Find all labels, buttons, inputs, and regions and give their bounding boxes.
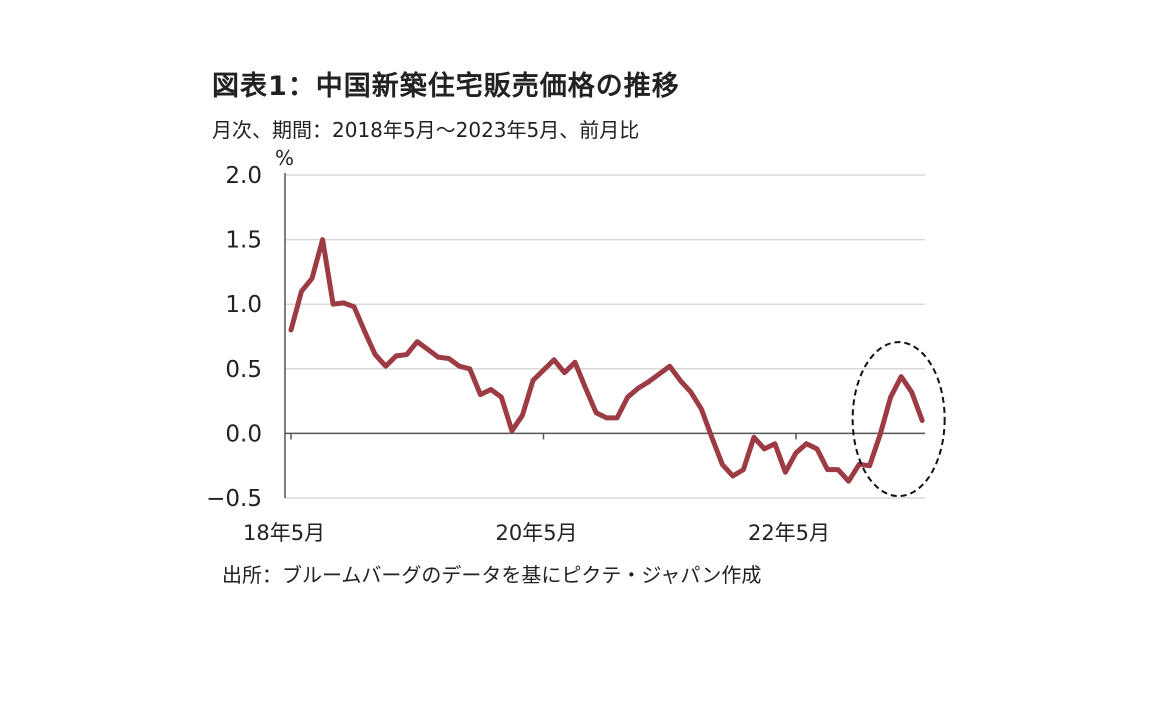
source-note: 出所：ブルームバーグのデータを基にピクテ・ジャパン作成: [222, 563, 762, 587]
y-tick-label: 0.5: [225, 357, 262, 383]
y-tick-label: −0.5: [206, 486, 262, 512]
chart-subtitle: 月次、期間：2018年5月〜2023年5月、前月比: [212, 118, 640, 142]
highlight-ellipse: [851, 341, 946, 498]
tick-labels: −0.5 0.0 0.5 1.0 1.5 2.0% 18年5月 20年5月 22年5月: [206, 146, 830, 545]
grid-lines: [285, 174, 925, 499]
axes: [284, 173, 925, 498]
y-tick-label: 1.5: [225, 228, 262, 254]
series-line: [288, 237, 925, 484]
series-layer: [288, 237, 925, 484]
y-tick-label: 1.0: [225, 292, 262, 318]
y-axis-unit: %: [275, 146, 294, 170]
y-tick-label: 2.0: [225, 163, 262, 189]
x-tick-label: 18年5月: [243, 521, 325, 545]
annotation-layer: [851, 341, 946, 498]
chart-title: 図表1：中国新築住宅販売価格の推移: [212, 71, 680, 102]
x-tick-label: 22年5月: [748, 521, 830, 545]
y-tick-label: 0.0: [225, 421, 262, 447]
x-tick-label: 20年5月: [495, 521, 577, 545]
